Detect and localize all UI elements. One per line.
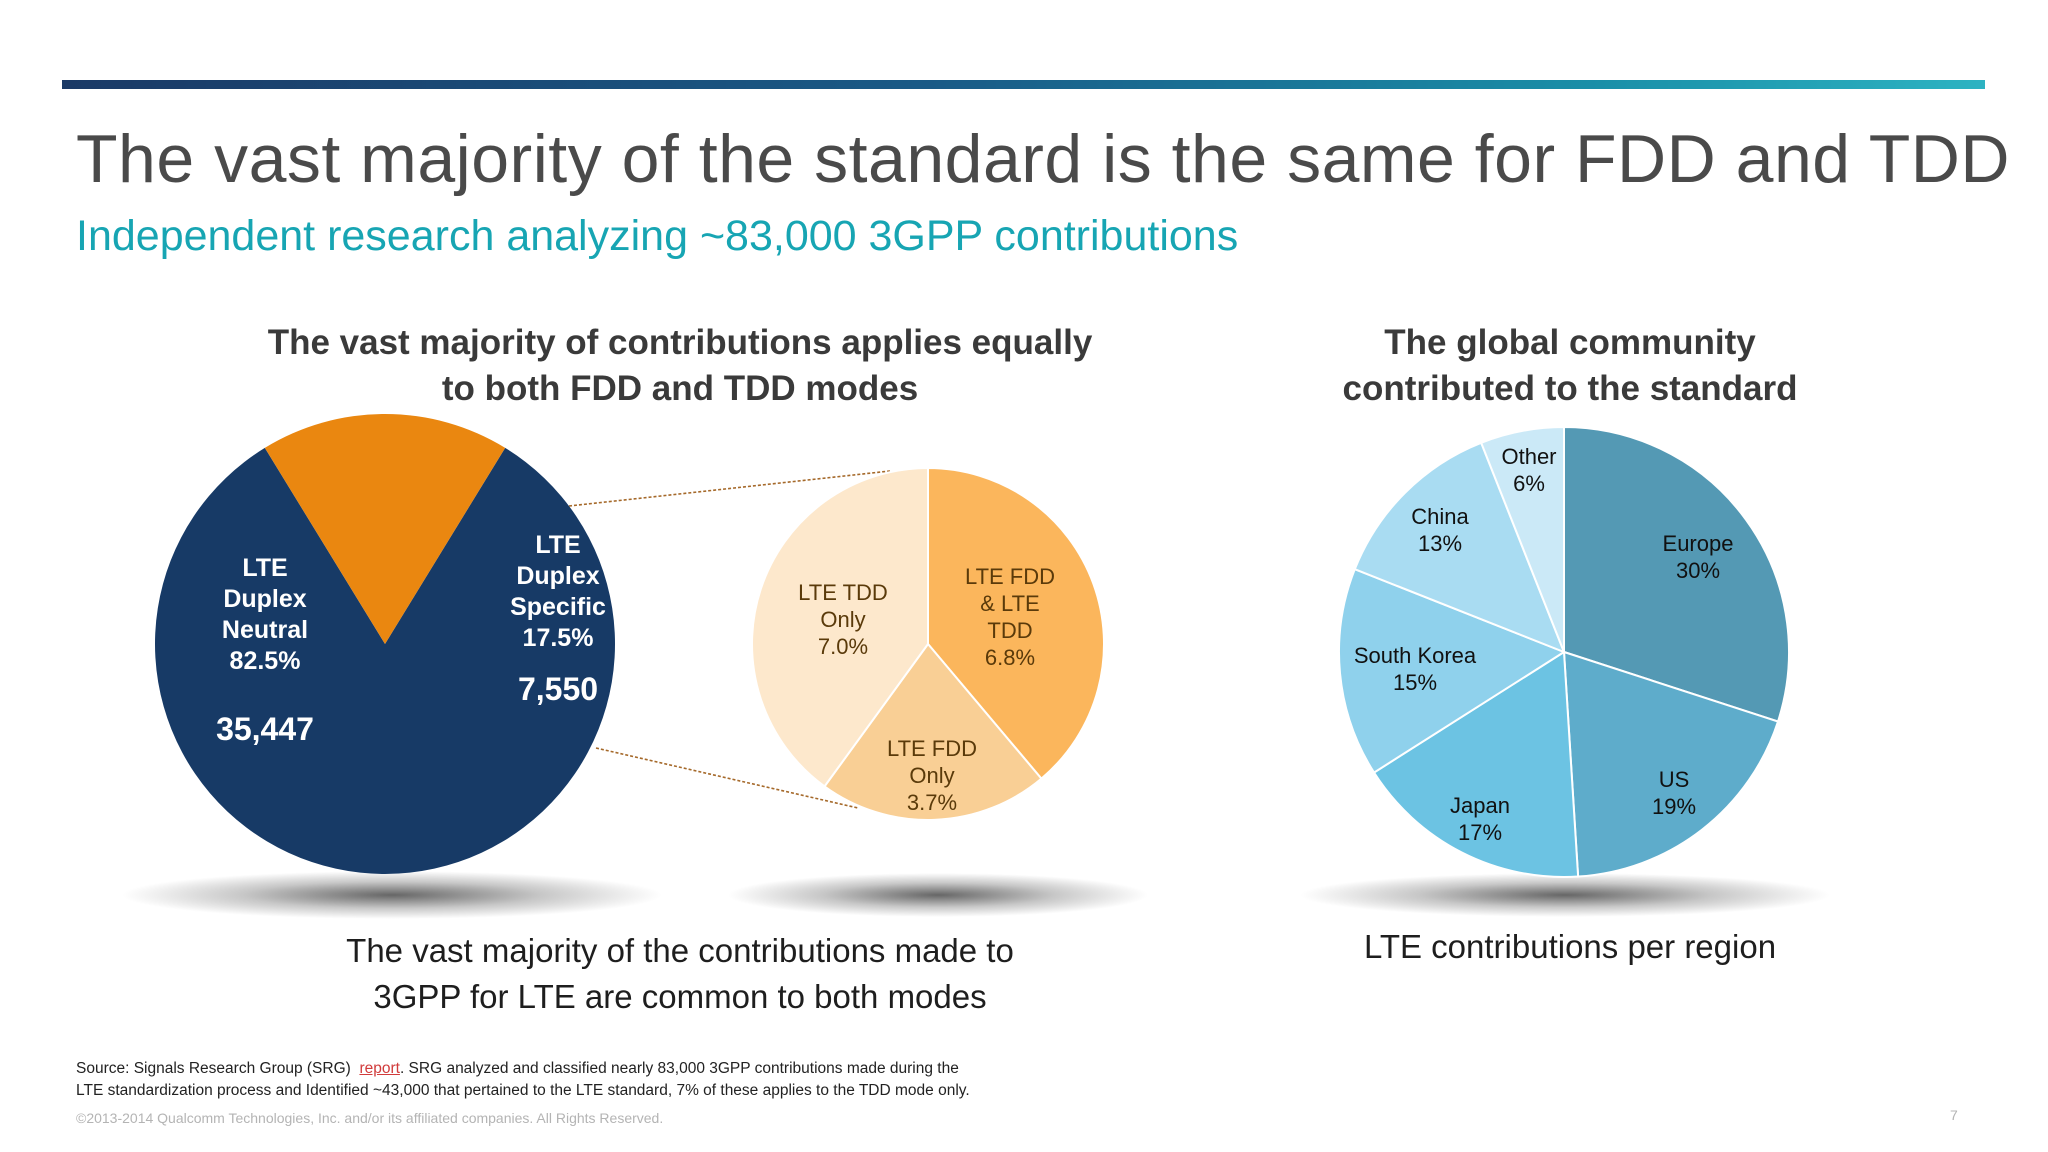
source-line-1: Source: Signals Research Group (SRG) rep…: [76, 1058, 1176, 1080]
slice-label-other: Other 6%: [1501, 444, 1556, 496]
slice-count-lte-duplex-specific: 7,550: [518, 671, 598, 707]
pie-shadows: [122, 871, 1830, 919]
left-caption-line-1: The vast majority of the contributions m…: [346, 932, 1014, 969]
slice-label-lte-duplex-neutral: LTE Duplex Neutral 82.5%: [222, 554, 308, 675]
slide-title: The vast majority of the standard is the…: [76, 121, 2011, 197]
pie-slice-lte-fdd-only: [823, 642, 1043, 821]
pie-slice-europe: [1563, 425, 1790, 723]
source-line-1-rest: . SRG analyzed and classified nearly 83,…: [399, 1060, 959, 1077]
duplex-specific-breakdown-pie: LTE FDD & LTE TDD 6.8% LTE FDD Only 3.7% LTE TD…: [751, 466, 1105, 821]
source-prefix: Source: Signals Research Group (SRG): [76, 1060, 351, 1077]
pie-slice-south-korea: [1338, 567, 1567, 774]
slice-label-south-korea: South Korea 15%: [1354, 643, 1477, 695]
pie-slice-china: [1353, 441, 1566, 654]
slice-count-lte-duplex-neutral: 35,447: [216, 711, 314, 747]
left-caption-line-2: 3GPP for LTE are common to both modes: [373, 978, 987, 1015]
source-note: Source: Signals Research Group (SRG) rep…: [76, 1058, 1176, 1102]
slice-label-lte-duplex-specific: LTE Duplex Specific 17.5%: [510, 531, 606, 652]
slice-label-china: China 13%: [1411, 504, 1469, 556]
slice-label-japan: Japan 17%: [1450, 793, 1510, 845]
right-chart-heading: The global community contributed to the …: [1270, 320, 1870, 412]
connector-lines: [568, 470, 891, 809]
right-heading-line-1: The global community: [1384, 323, 1756, 362]
pie-slice-lte-duplex-neutral: [154, 447, 615, 875]
pie-slice-japan: [1372, 650, 1580, 878]
left-heading-line-1: The vast majority of contributions appli…: [267, 323, 1093, 362]
duplex-pie: LTE Duplex Neutral 82.5% 35,447 LTE Duplex Spec…: [154, 414, 615, 875]
pie-slice-us: [1562, 650, 1780, 878]
left-chart-heading: The vast majority of contributions appli…: [200, 320, 1160, 412]
left-heading-line-2: to both FDD and TDD modes: [441, 369, 919, 408]
pie-slice-lte-fdd-lte-tdd: [927, 466, 1105, 781]
page-number: 7: [1950, 1107, 1958, 1123]
pie-slice-lte-tdd-only: [751, 466, 929, 788]
pie-slice-other: [1479, 425, 1565, 653]
region-pie: Europe 30% US 19% Japan 17% South Korea 15% Chin…: [1338, 425, 1790, 878]
duplex-pie-shadow: [122, 871, 662, 919]
copyright-notice: ©2013-2014 Qualcomm Technologies, Inc. a…: [76, 1110, 664, 1126]
left-chart-caption: The vast majority of the contributions m…: [230, 928, 1130, 1020]
right-heading-line-2: contributed to the standard: [1342, 369, 1798, 408]
slide-subtitle: Independent research analyzing ~83,000 3…: [76, 212, 1239, 260]
connector-line-top: [568, 470, 891, 507]
slice-label-lte-fdd-only: LTE FDD Only 3.7%: [887, 736, 977, 815]
slice-label-lte-fdd-lte-tdd: LTE FDD & LTE TDD 6.8%: [965, 564, 1055, 670]
pie-slice-lte-duplex-specific: [264, 414, 506, 644]
slice-label-europe: Europe 30%: [1663, 531, 1734, 583]
source-line-2: LTE standardization process and Identifi…: [76, 1082, 970, 1099]
slice-label-lte-tdd-only: LTE TDD Only 7.0%: [798, 580, 888, 659]
top-accent-bar: [62, 80, 1985, 89]
breakdown-pie-shadow: [728, 873, 1148, 917]
right-chart-caption: LTE contributions per region: [1363, 928, 1777, 965]
report-link[interactable]: report: [359, 1060, 400, 1077]
region-pie-shadow: [1300, 873, 1830, 917]
slice-label-us: US 19%: [1652, 767, 1696, 819]
